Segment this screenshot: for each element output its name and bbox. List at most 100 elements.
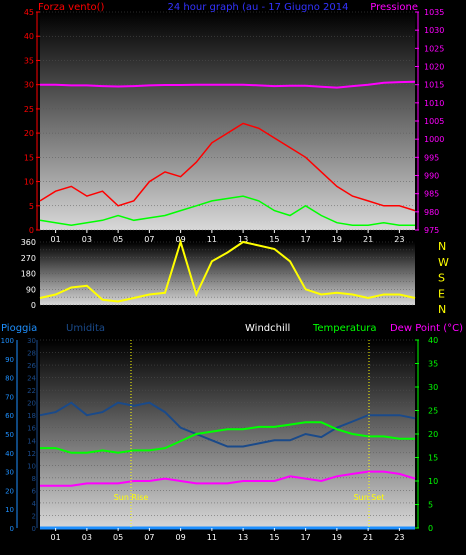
x-tick-label: 21 — [363, 235, 373, 244]
humidity-y-tick: 2 — [32, 512, 36, 520]
temperature-label: Temperatura — [312, 323, 377, 334]
humidity-y-tick: 24 — [27, 375, 36, 383]
wind-gridlines — [40, 11, 415, 231]
temperature-y-tick: 0 — [428, 524, 433, 533]
direction-y-tick: 0 — [31, 301, 36, 310]
humidity-y-tick: 22 — [27, 387, 36, 395]
dewpoint-label: Dew Point (°C) — [390, 323, 463, 334]
direction-y-tick: 180 — [21, 270, 36, 279]
rain-y-tick: 90 — [5, 356, 14, 364]
wind-y-tick: 5 — [29, 202, 34, 211]
humidity-y-tick: 6 — [32, 487, 37, 495]
pressure-y-tick: 1000 — [424, 135, 444, 144]
pressure-y-tick: 1015 — [424, 81, 444, 90]
series-line-Umidita — [39, 401, 416, 448]
rain-y-tick: 80 — [5, 375, 14, 383]
wind-y-tick: 10 — [24, 178, 34, 187]
direction-y-tick: 360 — [21, 238, 36, 247]
direction-gridlines — [40, 241, 415, 306]
series-line-direction — [39, 238, 416, 303]
temperature-y-tick: 40 — [428, 336, 438, 345]
humidity-y-tick: 30 — [27, 337, 36, 345]
x-tick-label: 23 — [394, 235, 404, 244]
pressure-y-tick: 1025 — [424, 44, 444, 53]
wind-series-group — [39, 80, 416, 226]
x-tick-label: 01 — [51, 533, 61, 542]
x-tick-label: 19 — [332, 235, 342, 244]
x-tick-label: 13 — [238, 235, 248, 244]
wind-y-tick: 45 — [24, 8, 34, 17]
direction-y-tick: 270 — [21, 254, 36, 263]
series-line-avg — [39, 195, 415, 226]
pressure-y-tick: 980 — [424, 208, 439, 217]
humidity-label: Umidita — [66, 323, 105, 334]
x-tick-label: 03 — [82, 533, 92, 542]
humidity-y-tick: 14 — [27, 437, 36, 445]
humidity-y-tick: 18 — [27, 412, 36, 420]
wind-title: Forza vento() — [38, 2, 105, 13]
x-tick-label: 05 — [113, 533, 123, 542]
pressure-y-tick: 985 — [424, 190, 439, 199]
rain-y-tick: 0 — [10, 525, 14, 533]
series-line-Temperatura — [40, 421, 415, 454]
humidity-y-tick: 28 — [27, 350, 36, 358]
pressure-y-tick: 1005 — [424, 117, 444, 126]
x-tick-label: 23 — [394, 533, 404, 542]
wind-y-tick: 0 — [29, 226, 34, 235]
rain-y-tick: 30 — [5, 469, 14, 477]
rain-y-tick: 60 — [5, 412, 14, 420]
pressure-title: Pressione — [370, 2, 418, 13]
wind-y-tick: 30 — [24, 81, 34, 90]
pressure-y-tick: 990 — [424, 172, 439, 181]
pressure-y-tick: 1010 — [424, 99, 444, 108]
x-tick-label: 11 — [207, 235, 217, 244]
direction-series-group — [39, 238, 416, 303]
rain-y-tick: 50 — [5, 431, 14, 439]
wind-y-tick: 40 — [24, 32, 34, 41]
series-line-Forza vento() — [39, 122, 416, 212]
x-tick-label: 07 — [144, 533, 154, 542]
series-line-Dew Point (°C) — [40, 470, 416, 487]
temperature-series-group — [39, 401, 416, 530]
temperature-y-ticks: 0 5 10 15 20 25 30 35 40 — [415, 336, 438, 533]
compass-label: N — [438, 303, 446, 316]
x-tick-label: 03 — [82, 235, 92, 244]
humidity-y-tick: 26 — [27, 362, 36, 370]
sunset-label: Sun Set — [354, 493, 385, 502]
rain-y-ticks: 0 10 20 30 40 50 60 70 80 90 100 — [1, 337, 18, 533]
x-tick-label: 21 — [363, 533, 373, 542]
humidity-y-tick: 10 — [27, 462, 36, 470]
direction-y-ticks: 0 90 180 270 360 — [21, 238, 36, 310]
wind-y-tick: 25 — [24, 105, 34, 114]
compass-label: E — [438, 287, 445, 300]
wind-y-tick: 20 — [24, 129, 34, 138]
humidity-y-tick: 12 — [27, 450, 36, 458]
graph-title: 24 hour graph (au - 17 Giugno 2014 — [168, 2, 349, 13]
x-tick-label: 13 — [238, 533, 248, 542]
compass-label: S — [438, 272, 445, 285]
sunrise-label: Sun Rise — [114, 493, 149, 502]
x-tick-label: 17 — [301, 533, 311, 542]
pressure-y-ticks: 975 980 985 990 995 1000 1005 1010 1015 1020 1025 1… — [415, 8, 444, 235]
rain-y-tick: 40 — [5, 450, 14, 458]
rain-y-tick: 100 — [1, 337, 14, 345]
x-tick-label: 15 — [269, 235, 279, 244]
temperature-y-tick: 30 — [428, 383, 438, 392]
windchill-label: Windchill — [245, 323, 290, 334]
compass-label: W — [438, 256, 449, 269]
wind-y-tick: 15 — [24, 153, 34, 162]
x-tick-label: 09 — [176, 533, 186, 542]
humidity-y-tick: 0 — [32, 525, 36, 533]
temperature-y-tick: 35 — [428, 360, 438, 369]
pressure-y-tick: 975 — [424, 226, 439, 235]
humidity-y-tick: 16 — [27, 425, 36, 433]
rain-y-tick: 10 — [5, 506, 14, 514]
series-line-Pressione — [40, 80, 416, 89]
wind-y-tick: 35 — [24, 56, 34, 65]
rain-y-tick: 70 — [5, 393, 14, 401]
x-tick-label: 19 — [332, 533, 342, 542]
humidity-y-tick: 8 — [32, 475, 36, 483]
pressure-y-tick: 1030 — [424, 26, 444, 35]
